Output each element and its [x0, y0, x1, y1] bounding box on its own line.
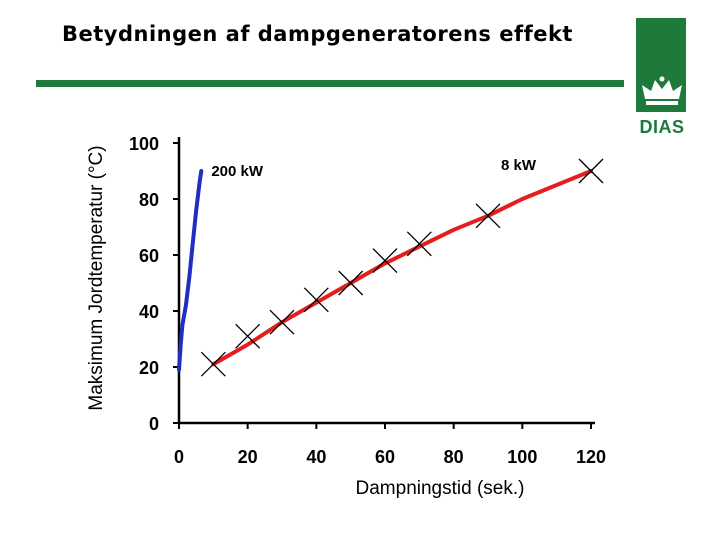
series-line-0 — [177, 169, 204, 372]
x-tick-label: 0 — [174, 447, 184, 467]
x-marker-stroke — [475, 203, 501, 229]
y-tick-label: 40 — [139, 302, 159, 322]
x-marker — [578, 158, 604, 184]
x-marker-stroke — [303, 287, 329, 313]
x-marker — [475, 203, 501, 229]
x-marker-stroke — [406, 231, 432, 257]
x-tick-label: 60 — [375, 447, 395, 467]
crown-icon — [642, 76, 682, 105]
x-tick-label: 20 — [238, 447, 258, 467]
y-tick-label: 0 — [149, 414, 159, 434]
x-marker-stroke — [578, 158, 604, 184]
x-axis-label: Dampningstid (sek.) — [355, 478, 525, 499]
y-tick-label: 60 — [139, 246, 159, 266]
x-tick-label: 120 — [576, 447, 606, 467]
title-divider — [36, 80, 624, 87]
series-label-200kw: 200 kW — [211, 163, 264, 180]
x-marker — [338, 270, 364, 296]
series-line-1 — [211, 169, 593, 367]
x-marker-stroke — [235, 323, 261, 349]
y-tick-label: 80 — [139, 190, 159, 210]
x-tick-label: 80 — [444, 447, 464, 467]
y-tick-label: 100 — [129, 134, 159, 154]
logo-text: DIAS — [639, 117, 685, 137]
y-tick-label: 20 — [139, 358, 159, 378]
x-marker-stroke — [372, 248, 398, 274]
series-label-8kw: 8 kW — [501, 157, 537, 174]
x-marker — [406, 231, 432, 257]
x-marker — [269, 309, 295, 335]
series-markers — [200, 158, 604, 377]
x-marker — [303, 287, 329, 313]
x-marker — [235, 323, 261, 349]
x-marker-stroke — [200, 351, 226, 377]
x-marker-stroke — [338, 270, 364, 296]
series-lines — [177, 169, 593, 372]
x-marker-stroke — [269, 309, 295, 335]
axes: 0 20 40 60 80 100 120 0 20 40 60 80 100 — [129, 134, 606, 467]
x-marker — [200, 351, 226, 377]
x-tick-label: 100 — [507, 447, 537, 467]
series-labels: 200 kW 8 kW — [211, 157, 537, 180]
x-tick-label: 40 — [306, 447, 326, 467]
x-marker — [372, 248, 398, 274]
page-title: Betydningen af dampgeneratorens effekt — [62, 22, 573, 46]
